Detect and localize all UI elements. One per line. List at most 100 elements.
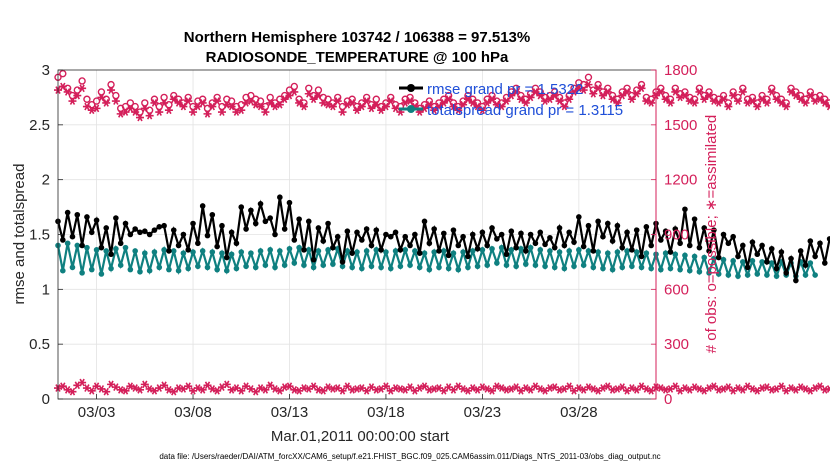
obs-assimilated-marker bbox=[729, 91, 738, 100]
totalspread-point bbox=[161, 247, 167, 253]
totalspread-point bbox=[735, 273, 741, 279]
totalspread-point bbox=[373, 247, 380, 253]
totalspread-point bbox=[754, 271, 761, 277]
rmse-point bbox=[633, 227, 640, 233]
totalspread-point bbox=[768, 260, 775, 266]
obs-assimilated-marker bbox=[299, 102, 308, 111]
rmse-point bbox=[821, 260, 828, 266]
totalspread-point bbox=[576, 247, 582, 253]
obs-possible-marker bbox=[256, 97, 265, 105]
obs-low-marker bbox=[555, 385, 564, 394]
rmse-point bbox=[566, 229, 572, 236]
rmse-point bbox=[489, 225, 495, 231]
rmse-point bbox=[296, 216, 302, 222]
obs-low-marker bbox=[343, 382, 352, 391]
totalspread-point bbox=[518, 245, 524, 252]
obs-low-marker bbox=[488, 386, 497, 395]
totalspread-point bbox=[151, 249, 158, 255]
right-tick-label: 900 bbox=[664, 227, 689, 244]
rmse-point bbox=[397, 247, 404, 253]
totalspread-point bbox=[344, 248, 351, 254]
rmse-point bbox=[79, 242, 85, 249]
rmse-point bbox=[199, 203, 206, 209]
totalspread-point bbox=[296, 244, 302, 251]
rmse-point bbox=[826, 236, 830, 242]
obs-assimilated-marker bbox=[767, 88, 776, 96]
obs-low-marker bbox=[449, 385, 458, 394]
obs-assimilated-marker bbox=[145, 111, 154, 120]
totalspread-point bbox=[84, 244, 90, 251]
obs-low-marker bbox=[425, 385, 434, 394]
totalspread-point bbox=[214, 266, 220, 273]
rmse-point bbox=[778, 249, 785, 255]
obs-assimilated-marker bbox=[92, 104, 101, 113]
rmse-point bbox=[392, 229, 399, 236]
totalspread-point bbox=[320, 262, 327, 269]
obs-assimilated-marker bbox=[217, 108, 226, 116]
obs-assimilated-marker bbox=[565, 95, 574, 104]
totalspread-point bbox=[122, 244, 129, 251]
x-tick-label: 03/18 bbox=[367, 404, 405, 421]
obs-low-marker bbox=[87, 386, 96, 395]
rmse-point bbox=[185, 247, 192, 253]
totalspread-point bbox=[132, 248, 138, 254]
obs-low-marker bbox=[724, 383, 733, 391]
obs-assimilated-marker bbox=[208, 102, 217, 111]
totalspread-point bbox=[156, 264, 163, 271]
totalspread-point bbox=[682, 252, 688, 259]
totalspread-point bbox=[595, 249, 601, 255]
rmse-point bbox=[195, 240, 201, 247]
totalspread-point bbox=[604, 250, 611, 256]
legend: rmse grand pr = 1.5322 totalspread grand… bbox=[399, 81, 623, 119]
totalspread-point bbox=[238, 249, 245, 255]
obs-assimilated-marker bbox=[516, 95, 525, 104]
obs-assimilated-marker bbox=[700, 95, 709, 104]
totalspread-point bbox=[643, 250, 650, 256]
rmse-point bbox=[619, 244, 626, 251]
totalspread-point bbox=[305, 247, 312, 253]
totalspread-point bbox=[556, 249, 563, 255]
rmse-point bbox=[166, 248, 172, 254]
rmse-point bbox=[469, 231, 476, 238]
obs-low-marker bbox=[198, 385, 207, 394]
obs-assimilated-marker bbox=[189, 108, 198, 116]
left-tick-label: 2 bbox=[42, 172, 50, 189]
obs-assimilated-marker bbox=[184, 97, 193, 105]
rmse-point bbox=[658, 237, 664, 243]
obs-assimilated-marker bbox=[454, 106, 463, 115]
totalspread-point bbox=[407, 262, 413, 269]
totalspread-point bbox=[190, 249, 196, 255]
obs-assimilated-marker bbox=[483, 99, 492, 107]
rmse-point bbox=[325, 220, 331, 227]
obs-assimilated-marker bbox=[632, 89, 641, 98]
totalspread-point bbox=[696, 268, 703, 275]
totalspread-point bbox=[69, 264, 76, 271]
rmse-point bbox=[436, 248, 442, 254]
rmse-point bbox=[532, 240, 539, 247]
rmse-point bbox=[378, 247, 384, 253]
totalspread-point bbox=[233, 265, 240, 272]
rmse-point bbox=[590, 248, 597, 254]
rmse-point bbox=[518, 230, 524, 237]
obs-assimilated-marker bbox=[357, 102, 366, 111]
legend-rmse-label: rmse grand pr = 1.5322 bbox=[427, 81, 583, 98]
totalspread-point bbox=[469, 248, 476, 254]
totalspread-point bbox=[243, 263, 249, 270]
totalspread-point bbox=[363, 248, 370, 254]
totalspread-point bbox=[445, 265, 452, 272]
totalspread-point bbox=[359, 265, 365, 272]
rmse-point bbox=[735, 253, 741, 260]
obs-assimilated-marker bbox=[107, 86, 116, 94]
obs-low-marker bbox=[251, 387, 260, 396]
rmse-point bbox=[151, 227, 158, 233]
totalspread-point bbox=[479, 247, 486, 253]
rmse-point bbox=[291, 237, 298, 243]
totalspread-point bbox=[740, 259, 746, 265]
totalspread-point bbox=[436, 264, 442, 271]
totalspread-point bbox=[412, 248, 418, 254]
totalspread-point bbox=[662, 250, 669, 256]
obs-low-marker bbox=[671, 382, 680, 391]
rmse-point bbox=[773, 265, 780, 272]
obs-low-marker bbox=[647, 386, 656, 395]
obs-assimilated-marker bbox=[531, 88, 540, 96]
